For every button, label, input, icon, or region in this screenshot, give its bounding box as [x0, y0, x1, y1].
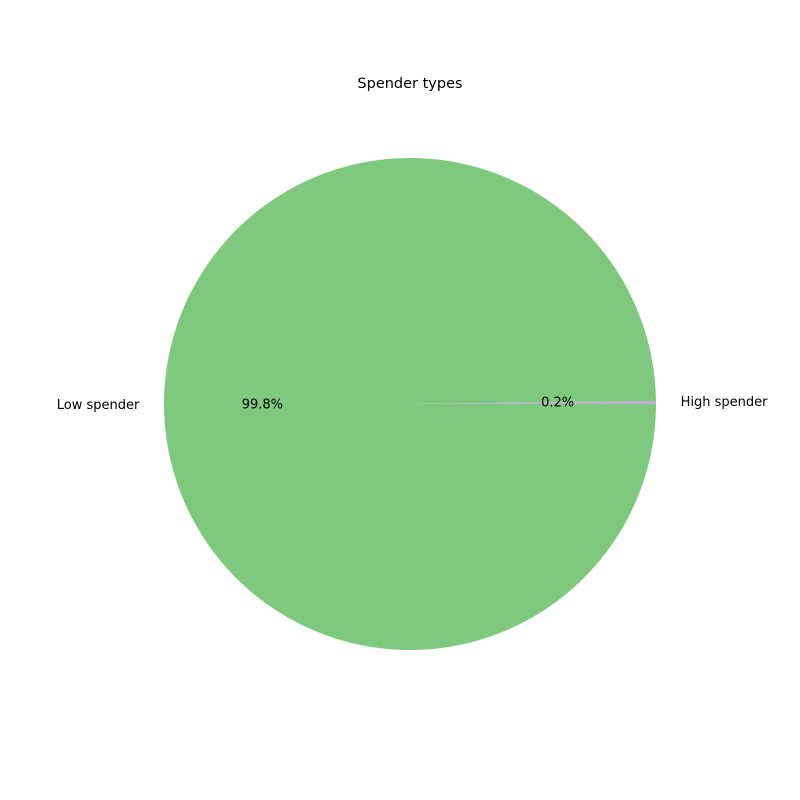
pie-slice-low-spender — [163, 157, 656, 650]
slice-label: High spender — [681, 395, 769, 410]
pie-slices — [163, 157, 656, 650]
slice-label: Low spender — [57, 398, 140, 413]
chart-title: Spender types — [357, 76, 462, 92]
pie-labels: High spender 0.2% Low spender 99.8% — [57, 395, 768, 413]
slice-percentage-label: 0.2% — [541, 396, 574, 411]
pie-slice-high-spender — [410, 400, 656, 404]
slice-percentage-label: 99.8% — [242, 397, 283, 412]
